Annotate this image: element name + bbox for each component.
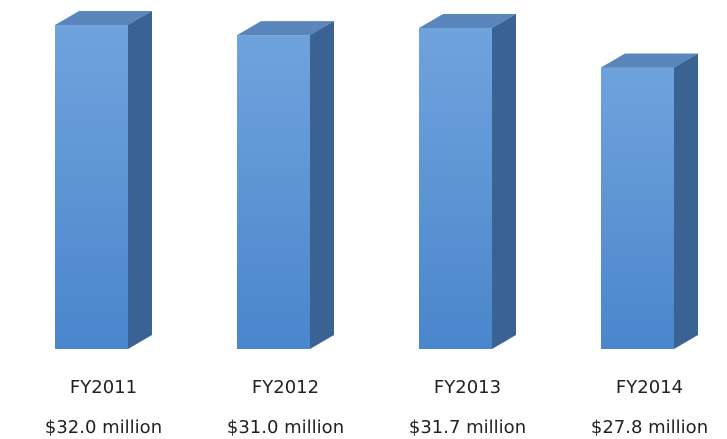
bar-front-face — [601, 67, 674, 350]
bar-front-face — [55, 25, 128, 349]
category-label: FY2012 — [252, 377, 319, 398]
value-label: $32.0 million — [45, 417, 162, 438]
value-label: $31.0 million — [227, 417, 344, 438]
bar-side-face — [492, 14, 516, 349]
bar-side-face — [310, 21, 334, 349]
bar-front-face — [237, 35, 310, 349]
bar-side-face — [674, 53, 698, 350]
category-label: FY2013 — [434, 377, 501, 398]
bar-front-face — [419, 28, 492, 349]
category-label: FY2011 — [70, 377, 137, 398]
bar-top-face — [601, 53, 698, 68]
bar-top-face — [419, 14, 516, 29]
value-label: $27.8 million — [591, 417, 708, 438]
bars-group — [55, 11, 698, 350]
bar-fy2013 — [419, 14, 516, 349]
bar-fy2011 — [55, 11, 152, 349]
bar-top-face — [55, 11, 152, 25]
bar-top-face — [237, 21, 334, 36]
labels-group: FY2011 $32.0 million FY2012 $31.0 million FY… — [45, 377, 708, 438]
bar-fy2014 — [601, 53, 698, 350]
category-label: FY2014 — [616, 377, 683, 398]
bar-side-face — [128, 11, 152, 349]
bar-fy2012 — [237, 21, 334, 349]
value-label: $31.7 million — [409, 417, 526, 438]
